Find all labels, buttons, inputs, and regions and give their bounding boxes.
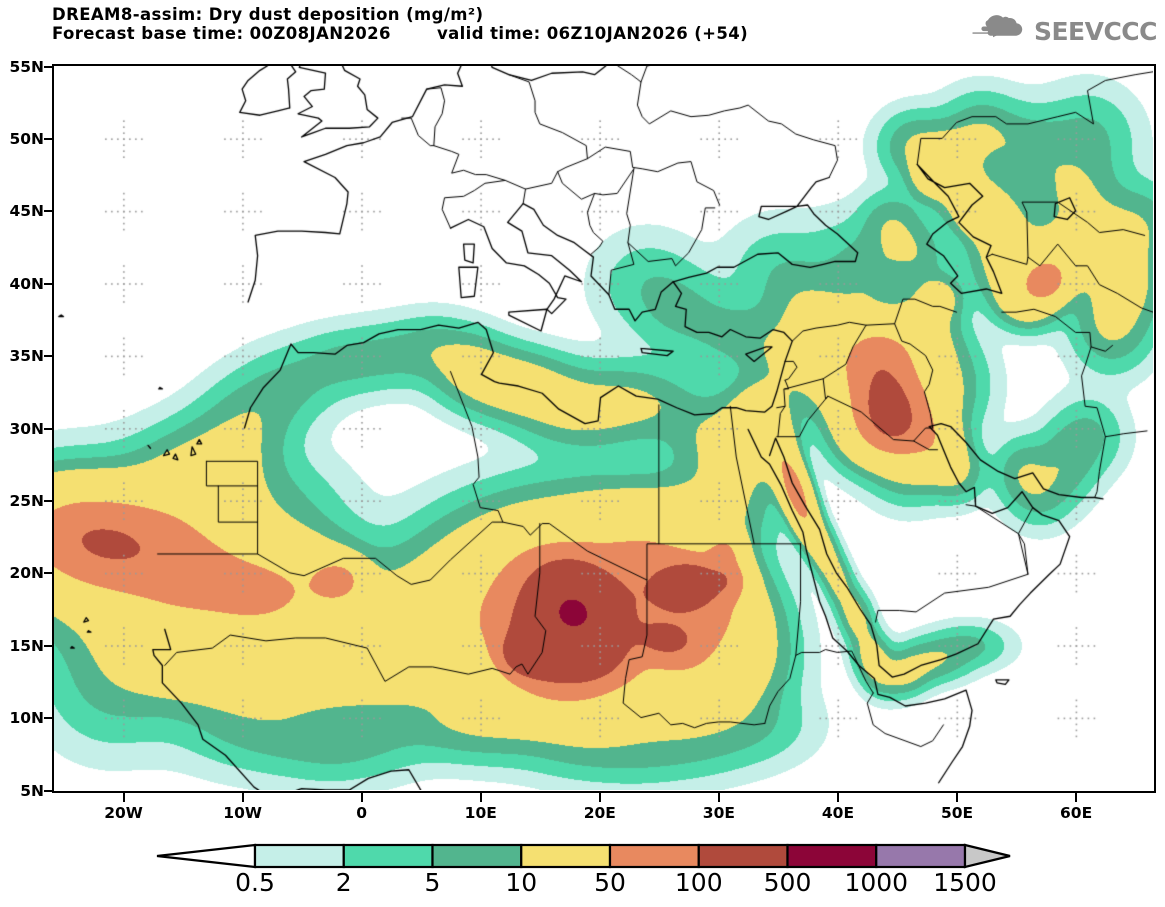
y-axis-label: 25N (9, 491, 44, 510)
x-axis-label: 50E (940, 804, 974, 822)
x-axis-tick (598, 793, 601, 802)
x-axis-label: 60E (1060, 804, 1093, 822)
y-axis-label: 20N (9, 564, 44, 583)
colorbar-tick-label: 50 (594, 868, 626, 897)
y-axis-tick (44, 282, 53, 285)
colorbar-tick-label: 5 (424, 868, 441, 897)
x-axis-tick (836, 793, 839, 802)
y-axis-tick (44, 789, 53, 792)
x-axis-tick (956, 793, 959, 802)
x-axis-tick (241, 793, 244, 802)
colorbar-tick-label: 100 (674, 868, 723, 897)
cloud-wind-icon (971, 12, 1027, 50)
y-axis-tick (44, 427, 53, 430)
y-axis-tick (44, 355, 53, 358)
forecast-base-time: Forecast base time: 00Z08JAN2026 (52, 23, 391, 43)
logo-text: SEEVCCC (1033, 16, 1158, 46)
valid-time: valid time: 06Z10JAN2026 (+54) (436, 23, 749, 43)
y-axis-tick (44, 644, 53, 647)
y-axis-tick (44, 499, 53, 502)
x-axis-label: 0 (356, 804, 368, 822)
dust-deposition-map (54, 66, 1153, 790)
x-axis-tick (1075, 793, 1078, 802)
x-axis-tick (717, 793, 720, 802)
colorbar-band (342, 843, 434, 869)
x-axis-label: 20E (583, 804, 616, 822)
forecast-time-line: Forecast base time: 00Z08JAN2026 valid ti… (52, 23, 749, 44)
y-axis-label: 50N (9, 129, 44, 148)
x-axis-label: 20W (104, 804, 143, 822)
colorbar-tick-label: 2 (335, 868, 352, 897)
y-axis-tick (44, 65, 53, 68)
y-axis-label: 10N (9, 709, 44, 728)
colorbar-band (786, 843, 878, 869)
x-axis-tick (360, 793, 363, 802)
map-plot-frame (52, 64, 1156, 793)
colorbar-band (520, 843, 612, 869)
colorbar-band (608, 843, 700, 869)
colorbar-under-arrow (156, 843, 257, 869)
colorbar-band (431, 843, 523, 869)
y-axis-label: 5N (20, 781, 44, 800)
y-axis-tick (44, 717, 53, 720)
colorbar: 0.5 2 5 10 50 100 500 1000 1500 (0, 838, 1165, 904)
colorbar-tick-label: 1500 (933, 868, 997, 897)
y-axis-label: 30N (9, 419, 44, 438)
x-axis-tick (479, 793, 482, 802)
y-axis-label: 55N (9, 57, 44, 76)
chart-title: DREAM8-assim: Dry dust deposition (mg/m²… (52, 5, 484, 24)
colorbar-band (875, 843, 967, 869)
x-axis-label: 30E (702, 804, 735, 822)
y-axis-label: 40N (9, 274, 44, 293)
y-axis-tick (44, 137, 53, 140)
colorbar-band (253, 843, 345, 869)
colorbar-tick-label: 0.5 (235, 868, 275, 897)
y-axis-label: 15N (9, 636, 44, 655)
colorbar-over-arrow (963, 843, 1011, 869)
seevccc-logo: SEEVCCC (971, 12, 1158, 50)
x-axis-label: 10W (223, 804, 262, 822)
x-axis-label: 10E (464, 804, 497, 822)
colorbar-band (697, 843, 789, 869)
x-axis-label: 40E (821, 804, 855, 822)
colorbar-tick-label: 500 (763, 868, 812, 897)
colorbar-tick-label: 1000 (844, 868, 909, 897)
y-axis-tick (44, 572, 53, 575)
y-axis-label: 45N (9, 202, 44, 221)
title-block: DREAM8-assim: Dry dust deposition (mg/m²… (52, 5, 749, 44)
y-axis-label: 35N (9, 347, 44, 366)
colorbar-tick-label: 10 (505, 868, 538, 897)
x-axis-tick (122, 793, 125, 802)
y-axis-tick (44, 210, 53, 213)
